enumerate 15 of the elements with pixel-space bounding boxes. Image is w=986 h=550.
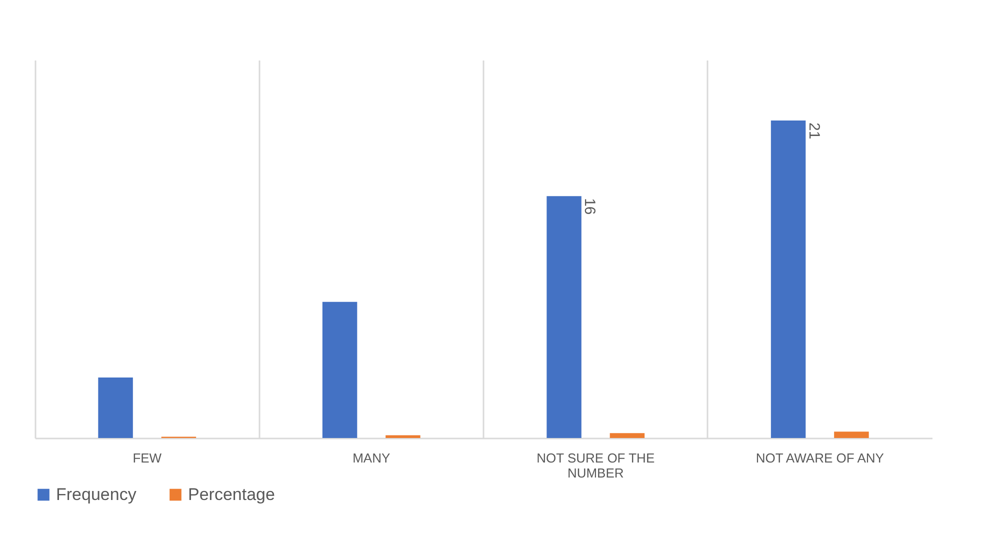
bar xyxy=(610,433,645,438)
x-tick-label: NOT SURE OF THE NUMBER xyxy=(536,450,655,480)
bar xyxy=(322,302,358,438)
data-label: 16 xyxy=(581,198,598,215)
bar xyxy=(770,120,806,438)
x-tick-label: FEW xyxy=(132,450,162,466)
bar xyxy=(546,196,582,438)
bar xyxy=(386,435,420,438)
data-label: 21 xyxy=(805,122,822,140)
legend-label: Percentage xyxy=(188,484,275,504)
bar xyxy=(834,432,869,438)
legend-label: Frequency xyxy=(56,484,137,504)
x-tick-label: MANY xyxy=(352,450,390,466)
bar xyxy=(98,378,133,438)
x-tick-label: NOT AWARE OF ANY xyxy=(756,450,884,466)
